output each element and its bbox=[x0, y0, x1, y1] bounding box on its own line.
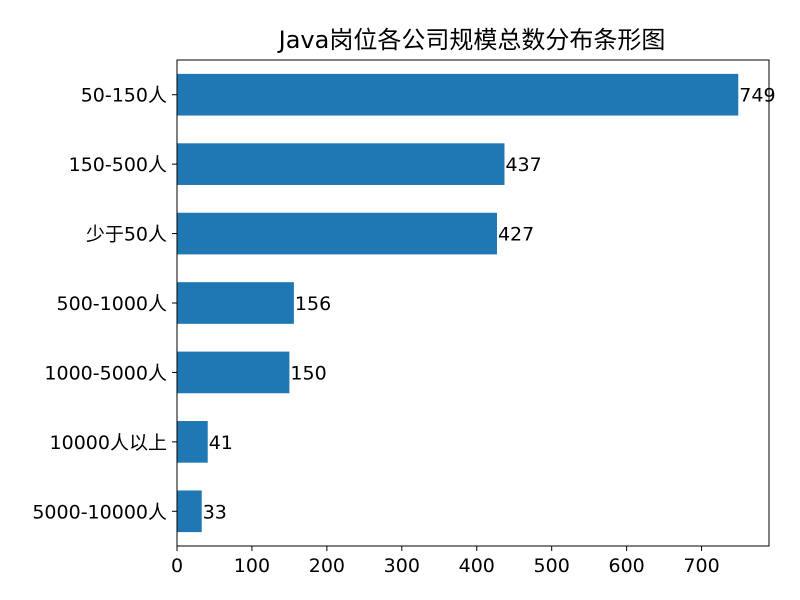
bar-3 bbox=[177, 212, 497, 255]
y-tick-label-4: 500-1000人 bbox=[57, 293, 167, 315]
x-tick-label-7: 600 bbox=[608, 555, 644, 577]
x-tick-label-4: 300 bbox=[384, 555, 420, 577]
data-label-3: 427 bbox=[498, 224, 534, 246]
data-label-5: 150 bbox=[290, 362, 326, 384]
bar-4 bbox=[177, 282, 294, 324]
x-axis: 0 100 200 300 400 500 600 700 bbox=[171, 546, 720, 577]
bar-1 bbox=[177, 73, 739, 116]
bar-7 bbox=[177, 490, 202, 533]
bars-group bbox=[177, 73, 739, 533]
x-tick-label-6: 500 bbox=[534, 555, 570, 577]
data-label-1: 749 bbox=[739, 85, 775, 107]
data-label-2: 437 bbox=[505, 154, 541, 176]
x-tick-label-2: 100 bbox=[234, 555, 270, 577]
y-tick-label-3: 少于50人 bbox=[86, 224, 167, 246]
y-tick-label-6: 10000人以上 bbox=[50, 432, 167, 454]
x-tick-label-3: 200 bbox=[309, 555, 345, 577]
bar-2 bbox=[177, 143, 505, 185]
bar-5 bbox=[177, 351, 290, 394]
chart-title: Java岗位各公司规模总数分布条形图 bbox=[277, 26, 666, 54]
data-label-4: 156 bbox=[295, 293, 331, 315]
plot-frame bbox=[176, 59, 770, 547]
y-tick-label-5: 1000-5000人 bbox=[44, 362, 167, 384]
data-label-6: 41 bbox=[209, 432, 233, 454]
x-tick-label-5: 400 bbox=[459, 555, 495, 577]
y-tick-label-2: 150-500人 bbox=[69, 154, 167, 176]
y-tick-label-1: 50-150人 bbox=[81, 85, 167, 107]
x-tick-label-8: 700 bbox=[683, 555, 719, 577]
y-tick-label-7: 5000-10000人 bbox=[32, 501, 167, 523]
data-labels-group: 749 437 427 156 150 41 33 bbox=[203, 85, 776, 524]
x-tick-label-1: 0 bbox=[171, 555, 183, 577]
bar-6 bbox=[177, 421, 208, 463]
data-label-7: 33 bbox=[203, 501, 227, 523]
